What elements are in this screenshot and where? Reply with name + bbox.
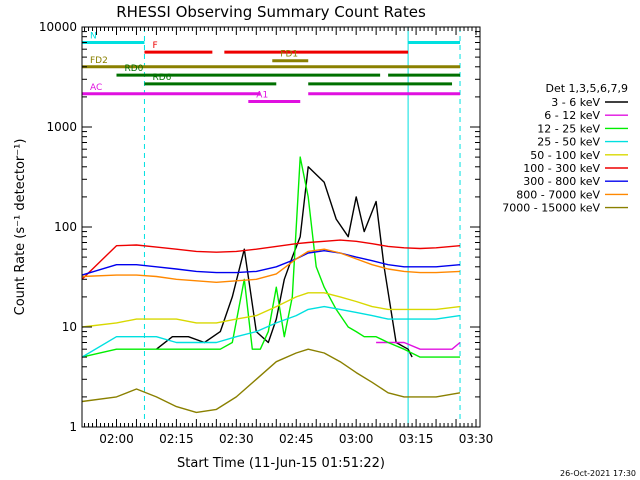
chart-title: RHESSI Observing Summary Count Rates (116, 3, 426, 21)
y-tick-label: 10000 (39, 20, 77, 34)
legend-entry-label: 300 - 800 keV (523, 175, 600, 188)
flag-label-fd2: FD2 (90, 56, 108, 66)
legend-title: Det 1,3,5,6,7,9 (545, 82, 628, 95)
series-line-4 (81, 292, 461, 328)
series-line-8 (81, 348, 461, 414)
series-line-0 (155, 166, 413, 358)
y-axis: 1 10 100 1000 10000 (39, 20, 480, 434)
flag-label-n: N (90, 31, 97, 41)
series-line-2 (81, 156, 460, 358)
y-tick-label: 10 (62, 320, 77, 334)
y-tick-label: 1000 (46, 120, 77, 134)
x-tick-label: 02:00 (99, 432, 134, 446)
x-tick-label: 02:45 (279, 432, 314, 446)
legend-entry-label: 100 - 300 keV (523, 162, 600, 175)
flag-label-fd1: FD1 (280, 50, 298, 60)
legend-entry-label: 3 - 6 keV (551, 96, 600, 109)
x-tick-label: 03:30 (459, 432, 494, 446)
legend-entry-label: 12 - 25 keV (537, 122, 600, 135)
footer-timestamp: 26-Oct-2021 17:30 (560, 469, 636, 478)
plot-frame (81, 26, 481, 428)
x-tick-label: 03:00 (339, 432, 374, 446)
flag-label-ac: AC (90, 83, 102, 93)
flag-label-f: F (152, 41, 157, 51)
series-line-1 (376, 341, 461, 350)
series-line-3 (81, 305, 461, 358)
x-tick-label: 02:30 (219, 432, 254, 446)
flag-label-rd6: RD6 (152, 73, 171, 83)
series-line-5 (81, 239, 461, 280)
y-tick-label: 100 (54, 220, 77, 234)
legend-entry-label: 50 - 100 keV (530, 149, 600, 162)
y-tick-label: 1 (69, 420, 77, 434)
legend-entry-label: 800 - 7000 keV (516, 188, 600, 201)
series-line-7 (81, 248, 461, 283)
x-tick-label: 03:15 (399, 432, 434, 446)
legend-entry-label: 6 - 12 keV (544, 109, 600, 122)
x-axis: 02:00 02:15 02:30 02:45 03:00 03:15 03:30 (84, 27, 494, 446)
legend-entry-label: 7000 - 15000 keV (502, 202, 600, 215)
x-tick-label: 02:15 (159, 432, 194, 446)
legend-entry-label: 25 - 50 keV (537, 136, 600, 149)
flag-label-rd0: RD0 (124, 64, 143, 74)
flag-label-a1: A1 (256, 90, 268, 100)
y-axis-label: Count Rate (s⁻¹ detector⁻¹) (13, 139, 28, 316)
x-axis-label: Start Time (11-Jun-15 01:51:22) (177, 456, 385, 471)
plot-area: N F FD1 FD2 RD0 RD6 AC A1 (81, 27, 461, 427)
